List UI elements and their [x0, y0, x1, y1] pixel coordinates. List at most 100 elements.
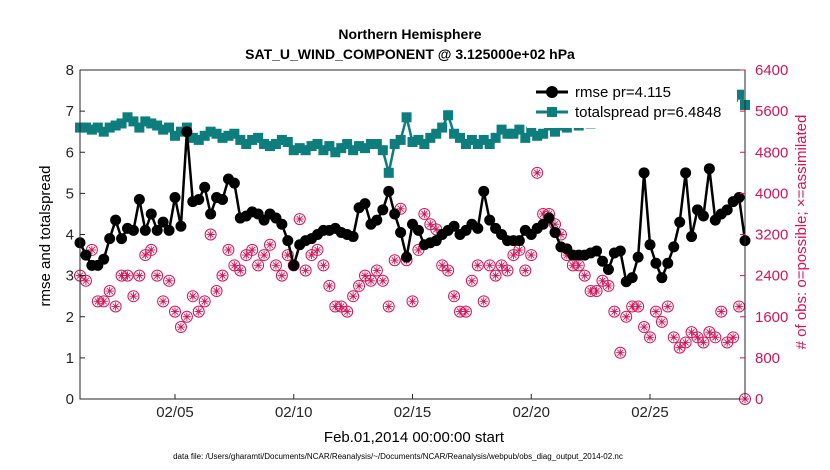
obs-point: [632, 300, 645, 313]
obs-point: [192, 305, 205, 318]
y-tick-label-right: 4800: [755, 144, 788, 161]
obs-possible-marker: [246, 243, 259, 256]
obs-possible-marker: [264, 238, 276, 251]
obs-point: [311, 243, 324, 256]
obs-assimilated-marker: [663, 302, 673, 311]
totalspread-point: [170, 130, 180, 141]
obs-assimilated-marker: [711, 333, 720, 342]
obs-point: [661, 300, 674, 313]
rmse-point: [163, 224, 175, 236]
obs-possible-marker: [442, 264, 455, 277]
rmse-point: [377, 204, 389, 216]
totalspread-point: [734, 89, 745, 100]
obs-point: [370, 264, 383, 277]
totalspread-point: [270, 139, 281, 150]
rmse-point: [157, 216, 169, 228]
obs-assimilated-marker: [230, 261, 239, 270]
rmse-point: [412, 224, 424, 236]
rmse-point: [395, 226, 407, 238]
totalspread-point: [324, 141, 335, 152]
obs-possible-marker: [121, 269, 134, 282]
rmse-point: [139, 224, 151, 236]
rmse-point: [193, 194, 205, 206]
obs-point: [578, 269, 591, 282]
obs-possible-marker: [638, 321, 651, 334]
obs-point: [157, 295, 170, 308]
totalspread-point: [407, 136, 418, 147]
totalspread-point: [496, 124, 507, 135]
obs-possible-marker: [258, 249, 271, 262]
obs-assimilated-marker: [319, 261, 328, 270]
rmse-point: [110, 214, 122, 226]
obs-assimilated-marker: [81, 276, 91, 285]
obs-point: [103, 285, 116, 298]
rmse-point: [151, 224, 163, 236]
rmse-point: [116, 233, 128, 245]
obs-assimilated-marker: [313, 245, 322, 255]
chart-title-line1: Northern Hemisphere: [338, 26, 481, 42]
obs-assimilated-marker: [224, 245, 233, 255]
totalspread-point: [229, 128, 240, 139]
obs-assimilated-marker: [699, 338, 708, 347]
x-tick-label: 02/25: [631, 404, 669, 421]
obs-point: [649, 305, 662, 318]
y-tick-label-right: 5600: [755, 103, 788, 120]
obs-point: [109, 300, 122, 313]
obs-assimilated-marker: [562, 250, 572, 260]
obs-point: [234, 264, 247, 277]
obs-possible-marker: [477, 295, 490, 308]
obs-possible-marker: [644, 331, 656, 344]
totalspread-point: [205, 126, 216, 137]
totalspread-point: [377, 145, 388, 156]
obs-possible-marker: [269, 259, 282, 272]
obs-assimilated-marker: [426, 220, 435, 229]
obs-possible-marker: [525, 249, 538, 262]
totalspread-point: [175, 126, 186, 137]
totalspread-point: [158, 124, 169, 135]
obs-assimilated-marker: [170, 307, 180, 316]
obs-possible-marker: [649, 305, 662, 318]
obs-point: [715, 305, 728, 318]
obs-assimilated-marker: [616, 348, 625, 357]
obs-possible-marker: [632, 300, 645, 313]
obs-possible-marker: [192, 305, 205, 318]
obs-possible-marker: [459, 305, 472, 318]
obs-assimilated-marker: [408, 297, 417, 306]
totalspread-point: [371, 139, 382, 150]
totalspread-point: [223, 130, 234, 141]
obs-point: [180, 310, 193, 323]
y-axis-label-left: rmse and totalspread: [37, 166, 54, 307]
rmse-point: [80, 249, 92, 261]
rmse-point: [181, 126, 193, 138]
x-tick-label: 02/10: [275, 404, 313, 421]
legend-rmse-marker: [546, 86, 558, 98]
obs-assimilated-marker: [152, 271, 162, 280]
totalspread-point: [520, 132, 531, 143]
obs-assimilated-marker: [556, 230, 566, 239]
rmse-point: [602, 263, 614, 275]
totalspread-point: [354, 141, 365, 152]
obs-assimilated-marker: [271, 261, 281, 270]
totalspread-point: [449, 128, 460, 139]
rmse-point: [549, 226, 561, 238]
totalspread-point: [282, 136, 293, 147]
obs-possible-marker: [169, 305, 181, 318]
totalspread-point: [140, 116, 151, 127]
obs-assimilated-marker: [527, 250, 536, 260]
rmse-point: [703, 163, 715, 175]
totalspread-point: [253, 132, 264, 143]
obs-assimilated-marker: [206, 230, 215, 239]
obs-assimilated-marker: [295, 214, 304, 224]
obs-possible-marker: [590, 285, 603, 298]
totalspread-point: [342, 139, 353, 150]
rmse-point: [169, 191, 181, 203]
rmse-point: [133, 194, 145, 206]
totalspread-point: [217, 132, 228, 143]
obs-assimilated-marker: [651, 307, 661, 316]
totalspread-point: [389, 139, 400, 150]
obs-possible-marker: [465, 274, 478, 287]
y-tick-label-left: 4: [66, 227, 74, 244]
obs-possible-marker: [382, 300, 395, 313]
obs-assimilated-marker: [734, 302, 744, 311]
obs-assimilated-marker: [669, 333, 678, 342]
